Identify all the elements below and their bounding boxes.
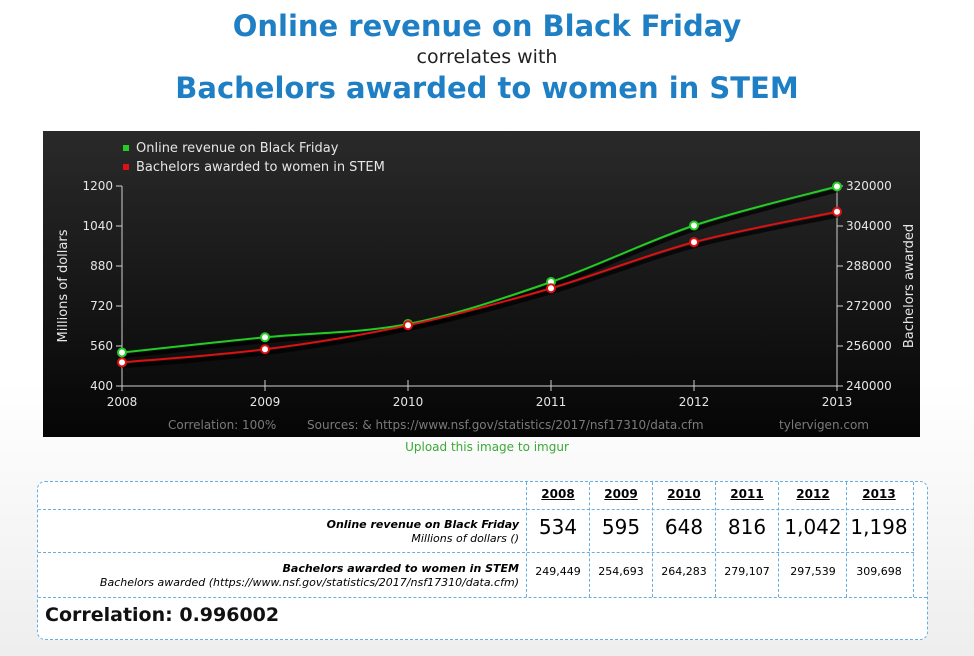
title-line-1: Online revenue on Black Friday — [232, 9, 742, 43]
y-tick-label: 1040 — [82, 219, 113, 233]
title-line-3: Bachelors awarded to women in STEM — [175, 71, 799, 105]
bachelors-point-2008 — [117, 357, 127, 368]
x-tick-label: 2013 — [822, 395, 853, 409]
legend-swatch-revenue — [123, 145, 129, 151]
year-header-2012: 2012 — [796, 487, 830, 501]
bachelors-series-line — [121, 210, 838, 364]
row1-value-2009: 595 — [601, 515, 641, 539]
row1-value-2011: 816 — [727, 515, 767, 539]
row2-value-2011: 279,107 — [724, 565, 770, 578]
row2-unit: Bachelors awarded (https://www.nsf.gov/s… — [99, 576, 519, 589]
correlation-value: Correlation: 0.996002 — [45, 604, 280, 626]
bachelors-series-shadow — [121, 213, 838, 369]
y-tick-label: 880 — [90, 259, 113, 273]
row1-label: Online revenue on Black Friday Millions … — [327, 518, 519, 546]
row1-title: Online revenue on Black Friday — [326, 518, 519, 531]
bachelors-point-2009 — [260, 344, 270, 355]
row2-value-2010: 264,283 — [661, 565, 707, 578]
year-header-2010: 2010 — [667, 487, 701, 501]
row1-value-2012: 1,042 — [784, 515, 842, 539]
x-tick-label: 2009 — [250, 395, 281, 409]
legend-swatch-bachelors — [123, 164, 129, 170]
line-chart: 400 560 720 880 1040 1200 240000 256000 272000 28… — [43, 131, 920, 437]
y-tick-label: 1200 — [82, 179, 113, 193]
footer-credit: tylervigen.com — [779, 418, 869, 432]
row2-label: Bachelors awarded to women in STEM Bache… — [100, 562, 519, 590]
row2-value-2008: 249,449 — [535, 565, 581, 578]
year-header-2008: 2008 — [541, 487, 575, 501]
upload-imgur-link[interactable]: Upload this image to imgur — [405, 440, 569, 454]
x-tick-label: 2012 — [679, 395, 710, 409]
year-header-2009: 2009 — [604, 487, 638, 501]
title-line-2: correlates with — [416, 46, 558, 68]
y2-axis-title: Bachelors awarded — [902, 224, 917, 348]
y-tick-label: 400 — [90, 379, 113, 393]
bachelors-point-2012 — [689, 237, 699, 248]
x-tick-label: 2008 — [107, 395, 138, 409]
y2-tick-label: 256000 — [846, 339, 892, 353]
bachelors-point-2010 — [403, 320, 413, 331]
y-tick-label: 720 — [90, 299, 113, 313]
revenue-point-2009 — [260, 332, 270, 343]
row1-value-2010: 648 — [664, 515, 704, 539]
row2-title: Bachelors awarded to women in STEM — [282, 562, 519, 575]
row2-value-2013: 309,698 — [856, 565, 902, 578]
revenue-point-2008 — [117, 347, 127, 358]
bachelors-point-2011 — [546, 283, 556, 294]
legend-label-bachelors: Bachelors awarded to women in STEM — [136, 160, 385, 175]
year-header-2013: 2013 — [862, 487, 896, 501]
footer-sources: Sources: & https://www.nsf.gov/statistic… — [307, 418, 704, 432]
x-tick-label: 2010 — [393, 395, 424, 409]
data-table: 2008 2009 2010 2011 2012 2013 Online rev… — [37, 481, 928, 640]
y2-tick-label: 272000 — [846, 299, 892, 313]
revenue-series-shadow — [121, 188, 838, 359]
y2-tick-label: 320000 — [846, 179, 892, 193]
row1-unit: Millions of dollars () — [411, 532, 519, 545]
legend-label-revenue: Online revenue on Black Friday — [136, 141, 339, 156]
y-axis-title: Millions of dollars — [56, 229, 71, 342]
revenue-series-line — [121, 185, 838, 354]
x-tick-label: 2011 — [536, 395, 567, 409]
revenue-point-2012 — [689, 220, 699, 231]
y-tick-label: 560 — [90, 339, 113, 353]
chart-panel: 400 560 720 880 1040 1200 240000 256000 272000 28… — [43, 131, 920, 437]
revenue-point-2013 — [832, 181, 842, 192]
y2-tick-label: 288000 — [846, 259, 892, 273]
row2-value-2012: 297,539 — [790, 565, 836, 578]
row1-value-2008: 534 — [538, 515, 578, 539]
chart-background — [43, 131, 920, 437]
footer-correlation: Correlation: 100% — [168, 418, 276, 432]
y2-tick-label: 304000 — [846, 219, 892, 233]
row2-value-2009: 254,693 — [598, 565, 644, 578]
year-header-2011: 2011 — [730, 487, 764, 501]
row1-value-2013: 1,198 — [850, 515, 908, 539]
bachelors-point-2013 — [832, 206, 842, 217]
y2-tick-label: 240000 — [846, 379, 892, 393]
